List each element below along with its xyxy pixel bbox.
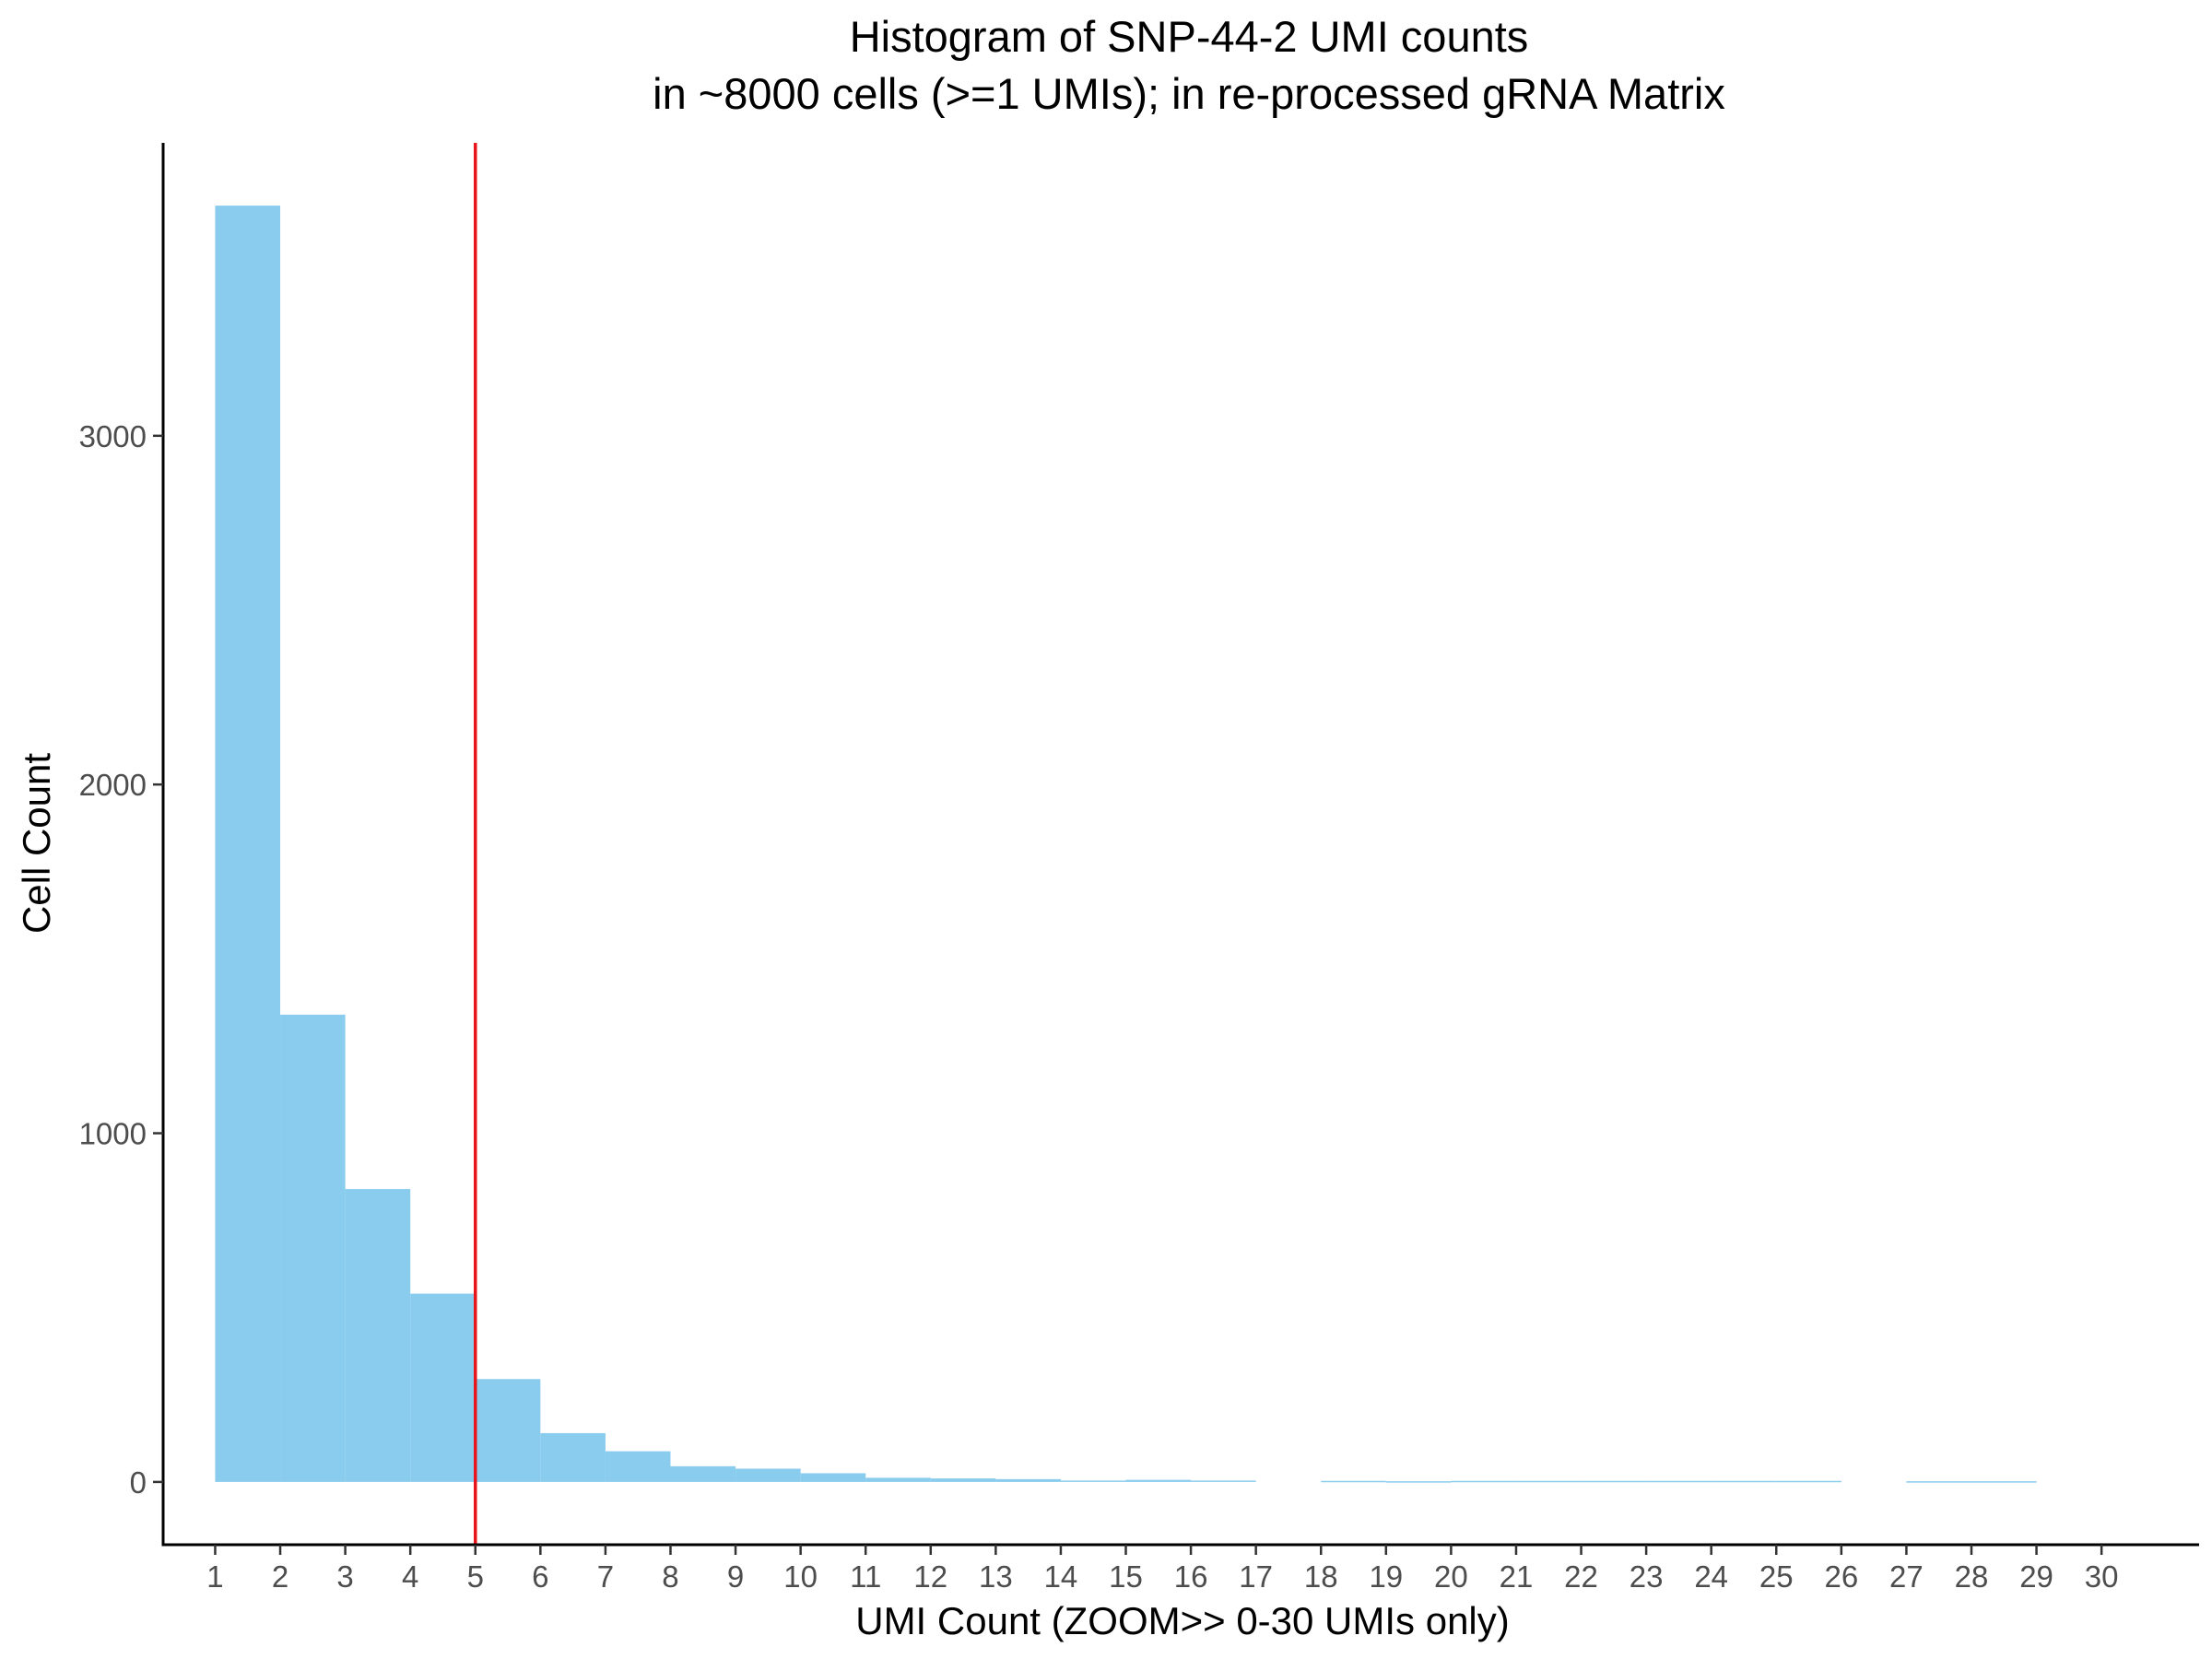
x-tick-label: 9 xyxy=(727,1559,744,1594)
histogram-bar-5 xyxy=(475,1379,541,1482)
histogram-bar-27 xyxy=(1906,1481,1971,1483)
histogram-bar-13 xyxy=(995,1478,1061,1482)
x-tick-label: 19 xyxy=(1369,1559,1403,1594)
histogram-bar-10 xyxy=(800,1473,866,1482)
x-tick-label: 13 xyxy=(979,1559,1013,1594)
x-tick-label: 26 xyxy=(1824,1559,1858,1594)
histogram-bar-24 xyxy=(1711,1480,1777,1483)
x-tick-label: 20 xyxy=(1434,1559,1468,1594)
x-tick-label: 18 xyxy=(1304,1559,1338,1594)
x-tick-label: 27 xyxy=(1889,1559,1924,1594)
x-tick-label: 25 xyxy=(1759,1559,1794,1594)
histogram-bar-16 xyxy=(1191,1480,1256,1482)
x-axis-label: UMI Count (ZOOM>> 0-30 UMIs only) xyxy=(855,1599,1510,1642)
histogram-bar-6 xyxy=(540,1432,606,1482)
histogram-bar-15 xyxy=(1125,1479,1192,1482)
histogram-bar-25 xyxy=(1776,1480,1841,1483)
x-tick-label: 8 xyxy=(662,1559,678,1594)
x-tick-label: 22 xyxy=(1564,1559,1598,1594)
x-tick-label: 29 xyxy=(2019,1559,2053,1594)
chart-subtitle: in ~8000 cells (>=1 UMIs); in re-process… xyxy=(653,69,1725,118)
x-tick-label: 11 xyxy=(850,1559,881,1594)
histogram-bar-11 xyxy=(865,1477,931,1482)
histogram-bar-4 xyxy=(410,1293,476,1482)
x-tick-label: 23 xyxy=(1630,1559,1664,1594)
x-tick-label: 17 xyxy=(1239,1559,1273,1594)
histogram-bar-20 xyxy=(1451,1480,1516,1483)
histogram-bar-28 xyxy=(1971,1481,2037,1483)
x-tick-label: 21 xyxy=(1500,1559,1534,1594)
histogram-bar-18 xyxy=(1321,1480,1386,1483)
y-axis-label: Cell Count xyxy=(15,753,58,934)
x-tick-label: 24 xyxy=(1694,1559,1728,1594)
histogram-bar-23 xyxy=(1646,1480,1712,1483)
x-tick-label: 2 xyxy=(272,1559,288,1594)
histogram-bar-12 xyxy=(930,1478,996,1482)
x-tick-label: 28 xyxy=(1955,1559,1989,1594)
x-tick-label: 1 xyxy=(206,1559,223,1594)
x-tick-label: 4 xyxy=(402,1559,418,1594)
histogram-bar-7 xyxy=(605,1451,671,1482)
bars-layer xyxy=(215,206,2037,1483)
x-tick-label: 6 xyxy=(532,1559,548,1594)
x-tick-label: 10 xyxy=(783,1559,818,1594)
histogram-bar-19 xyxy=(1385,1481,1452,1483)
x-tick-label: 14 xyxy=(1044,1559,1078,1594)
y-tick-label: 2000 xyxy=(79,768,147,802)
histogram-bar-3 xyxy=(345,1189,411,1482)
histogram-bar-2 xyxy=(280,1014,346,1482)
x-tick-label: 30 xyxy=(2085,1559,2119,1594)
y-tick-label: 1000 xyxy=(79,1117,147,1151)
x-tick-label: 3 xyxy=(336,1559,353,1594)
y-tick-label: 0 xyxy=(130,1465,147,1500)
histogram-bar-14 xyxy=(1060,1480,1126,1482)
histogram-bar-9 xyxy=(735,1468,801,1482)
chart-title: Histogram of SNP-44-2 UMI counts xyxy=(850,12,1529,61)
x-tick-label: 16 xyxy=(1174,1559,1208,1594)
x-tick-label: 15 xyxy=(1109,1559,1143,1594)
x-tick-label: 5 xyxy=(467,1559,484,1594)
axes-layer xyxy=(161,143,2199,1547)
x-tick-label: 12 xyxy=(913,1559,947,1594)
x-tick-label: 7 xyxy=(597,1559,614,1594)
y-tick-label: 3000 xyxy=(79,419,147,453)
ticks-layer: 1 2 3 4 5 6 7 8 9 10 11 12 13 14 15 16 17 18 19 20 21 22 23 24 2… xyxy=(79,419,2119,1594)
histogram-bar-22 xyxy=(1581,1480,1647,1483)
histogram-bar-8 xyxy=(670,1465,736,1482)
histogram-bar-21 xyxy=(1515,1480,1582,1483)
histogram-bar-1 xyxy=(215,206,281,1482)
